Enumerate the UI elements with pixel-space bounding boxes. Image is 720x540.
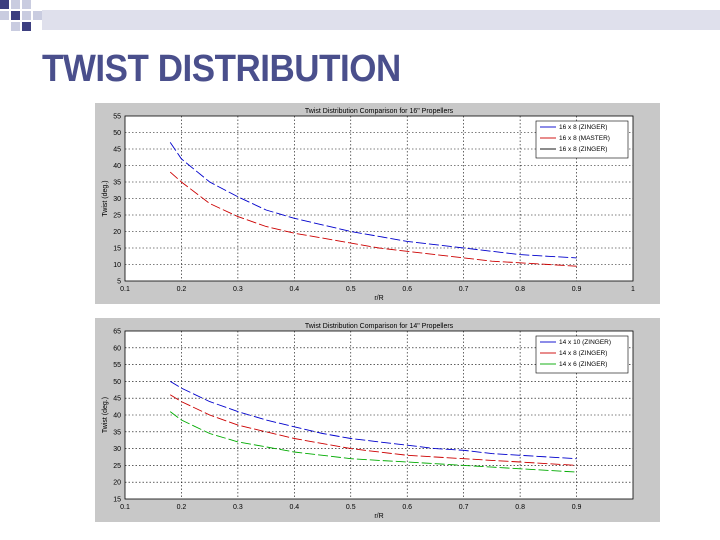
chart16-x-tick-label: 0.1 — [120, 286, 130, 293]
chart16-x-tick-label: 0.3 — [233, 286, 243, 293]
chart16-x-tick-label: 0.8 — [515, 286, 525, 293]
chart16-x-tick-label: 0.4 — [289, 286, 299, 293]
chart16-title: Twist Distribution Comparison for 16" Pr… — [305, 108, 454, 115]
chart16-legend-label: 16 x 8 (ZINGER) — [559, 146, 607, 153]
deco-square — [0, 11, 9, 20]
chart14-y-tick-label: 55 — [113, 362, 121, 369]
chart16-x-axis-label: r/R — [374, 295, 383, 302]
deco-square — [11, 11, 20, 20]
chart14-x-tick-label: 0.2 — [177, 504, 187, 511]
chart14-x-tick-label: 0.3 — [233, 504, 243, 511]
chart14-y-tick-label: 15 — [113, 497, 121, 504]
chart14-series-line-1 — [169, 381, 577, 460]
chart16-y-tick-label: 15 — [113, 246, 121, 253]
chart14-x-tick-label: 0.6 — [402, 504, 412, 511]
chart14-x-axis-label: r/R — [374, 513, 383, 520]
chart14-legend-label: 14 x 6 (ZINGER) — [559, 361, 607, 368]
deco-square — [22, 11, 31, 20]
chart14-legend-label: 14 x 10 (ZINGER) — [559, 339, 611, 346]
slide-title: TWIST DISTRIBUTION — [42, 48, 401, 90]
chart16-y-tick-label: 40 — [113, 163, 121, 170]
chart16-y-tick-label: 25 — [113, 213, 121, 220]
chart16-y-tick-label: 55 — [113, 114, 121, 121]
deco-square — [11, 22, 20, 31]
chart14-y-tick-label: 50 — [113, 379, 121, 386]
chart16-y-tick-label: 45 — [113, 147, 121, 154]
chart14-x-tick-label: 0.1 — [120, 504, 130, 511]
chart14-y-tick-label: 25 — [113, 463, 121, 470]
chart14-x-tick-label: 0.5 — [346, 504, 356, 511]
chart16-y-axis-label: Twist (deg.) — [102, 180, 109, 216]
deco-square — [33, 11, 42, 20]
chart-16in-svg: 0.1 0.2 0.3 0.4 0.5 0.6 0.7 0.8 0.9 1510152025303… — [102, 108, 635, 302]
chart16-y-tick-label: 30 — [113, 196, 121, 203]
chart14-legend-label: 14 x 8 (ZINGER) — [559, 350, 607, 357]
chart16-series-line-2 — [169, 171, 577, 267]
chart16-x-tick-label: 0.6 — [402, 286, 412, 293]
chart-16in-propellers: 0.1 0.2 0.3 0.4 0.5 0.6 0.7 0.8 0.9 1 5 10 15 20 25 30 3… — [95, 103, 660, 304]
chart16-legend-label: 16 x 8 (ZINGER) — [559, 124, 607, 131]
chart14-series-line-3 — [169, 411, 577, 473]
chart16-y-tick-label: 5 — [117, 279, 121, 286]
chart14-series-line-2 — [169, 394, 577, 466]
chart16-x-tick-label: 1 — [631, 286, 635, 293]
chart16-x-tick-label: 0.5 — [346, 286, 356, 293]
chart14-y-tick-label: 30 — [113, 446, 121, 453]
chart16-y-tick-label: 20 — [113, 229, 121, 236]
chart14-x-tick-label: 0.9 — [572, 504, 582, 511]
chart16-y-tick-label: 10 — [113, 262, 121, 269]
chart14-title: Twist Distribution Comparison for 14" Pr… — [305, 323, 454, 330]
chart16-series-line-1 — [169, 142, 577, 259]
chart16-y-tick-label: 50 — [113, 130, 121, 137]
deco-square — [22, 0, 31, 9]
chart14-y-tick-label: 20 — [113, 480, 121, 487]
chart14-y-tick-label: 45 — [113, 396, 121, 403]
chart14-y-tick-label: 40 — [113, 413, 121, 420]
chart14-x-tick-label: 0.8 — [515, 504, 525, 511]
deco-square — [0, 0, 9, 9]
chart14-y-axis-label: Twist (deg.) — [102, 397, 109, 433]
chart16-x-tick-label: 0.7 — [459, 286, 469, 293]
deco-band — [42, 10, 720, 30]
chart-14in-propellers: 0.1 0.2 0.3 0.4 0.5 0.6 0.7 0.8 0.9 15 20 25 30 35 40 4… — [95, 318, 660, 522]
chart16-x-tick-label: 0.9 — [572, 286, 582, 293]
chart-14in-svg: 0.1 0.2 0.3 0.4 0.5 0.6 0.7 0.8 0.9 15 20 25 30 35 40 4… — [102, 323, 634, 520]
chart14-x-tick-label: 0.4 — [289, 504, 299, 511]
chart14-y-tick-label: 65 — [113, 329, 121, 336]
deco-square — [22, 22, 31, 31]
chart16-x-tick-label: 0.2 — [177, 286, 187, 293]
title-decoration — [0, 0, 720, 31]
chart14-x-tick-label: 0.7 — [459, 504, 469, 511]
chart16-y-tick-label: 35 — [113, 180, 121, 187]
deco-square — [11, 0, 20, 9]
chart16-legend-label: 16 x 8 (MASTER) — [559, 135, 610, 142]
chart14-y-tick-label: 35 — [113, 429, 121, 436]
chart14-y-tick-label: 60 — [113, 345, 121, 352]
